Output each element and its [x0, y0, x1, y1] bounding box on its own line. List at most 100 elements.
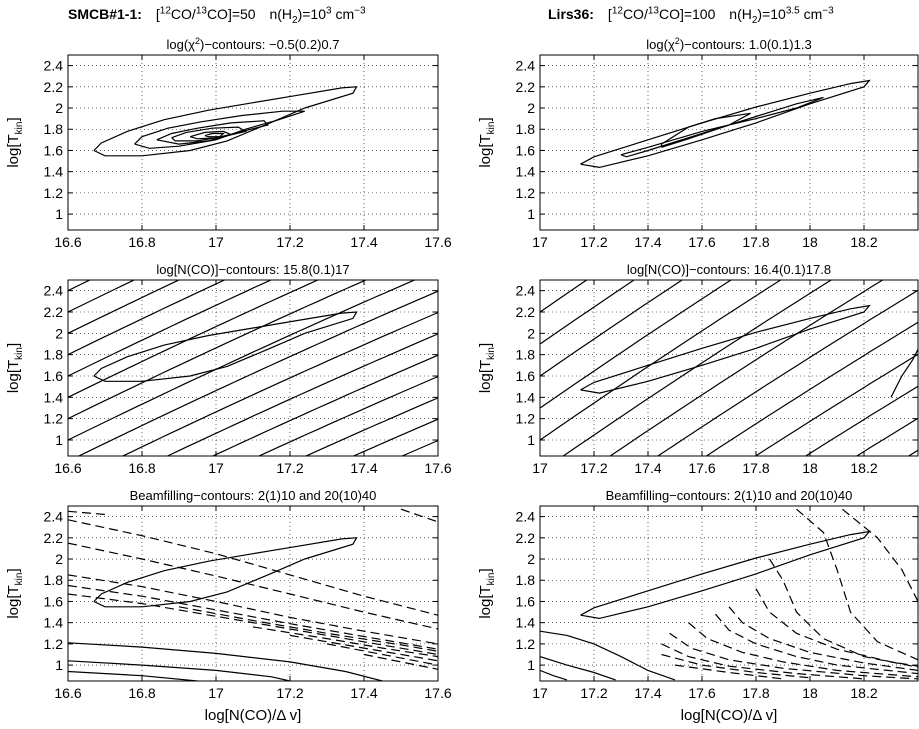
dashed-contour [768, 558, 918, 668]
y-tick-label: 2.4 [44, 509, 64, 525]
x-tick-label: 17 [208, 234, 224, 250]
solid-contour [580, 304, 871, 394]
isotope-ratio: [12CO/13CO]=100 [607, 5, 716, 22]
y-tick-label: 1.6 [44, 593, 64, 609]
y-tick-label: 2 [55, 325, 63, 341]
ncontour-line [257, 375, 438, 456]
y-tick-label: 2.2 [516, 79, 536, 95]
x-tick-label: 17.2 [276, 685, 303, 701]
contour-lines [580, 79, 871, 169]
x-axis-label: log[N(CO)/Δ v] [681, 707, 778, 724]
dashed-contour [728, 606, 918, 671]
y-tick-label: 1.8 [44, 347, 64, 363]
x-tick-label: 17.8 [742, 460, 769, 476]
x-tick-label: 17.2 [276, 460, 303, 476]
ncontour-line [656, 289, 918, 456]
x-tick-label: 17.4 [634, 234, 661, 250]
x-tick-label: 17 [532, 460, 548, 476]
solid-contour [68, 642, 383, 681]
y-tick-label: 1.6 [516, 368, 536, 384]
x-tick-label: 16.6 [54, 685, 81, 701]
solid-contour [620, 96, 824, 158]
y-axis-label: log[Tkin] [5, 117, 25, 167]
ncontour-line [68, 280, 416, 441]
x-tick-label: 17.6 [688, 685, 715, 701]
y-axis-label: log[Tkin] [477, 343, 497, 393]
dashed-contour [289, 634, 438, 662]
dashed-contour [68, 542, 438, 630]
source-name: SMCB#1-1: [68, 5, 142, 22]
solid-contour [204, 132, 226, 138]
x-tick-label: 17.6 [688, 460, 715, 476]
ncontour-line [705, 321, 918, 456]
y-tick-label: 1.6 [516, 142, 536, 158]
y-tick-label: 1.4 [516, 389, 536, 405]
ncontour-line [754, 353, 918, 456]
x-tick-label: 18 [802, 460, 818, 476]
panel-R3: 17 17.2 17.4 17.6 17.8 18 18.2 1 1.2 1.4 1.6 1.8 2 2.… [477, 488, 919, 724]
dashed-contour [363, 653, 438, 670]
x-tick-label: 17.4 [350, 234, 377, 250]
x-tick-label: 17.2 [580, 234, 607, 250]
dashed-contour [68, 584, 438, 650]
panel-title: log[N(CO)]−contours: 16.4(0.1)17.8 [627, 262, 831, 277]
ncontour-line [68, 280, 181, 334]
y-tick-label: 1.4 [44, 615, 64, 631]
solid-contour [171, 126, 248, 142]
y-tick-label: 2 [55, 551, 63, 567]
x-tick-label: 16.6 [54, 234, 81, 250]
contour-lines [68, 508, 438, 681]
solid-contour [68, 660, 291, 681]
y-tick-label: 1.6 [44, 368, 64, 384]
solid-contour [93, 86, 358, 157]
x-tick-label: 17.4 [350, 685, 377, 701]
y-tick-label: 1.8 [44, 572, 64, 588]
panel-L1: 16.6 16.8 17 17.2 17.4 17.6 1 1.2 1.4 1.6 1.8 2 2.2 2… [5, 36, 452, 250]
x-tick-label: 17.8 [742, 234, 769, 250]
y-tick-label: 1.8 [516, 572, 536, 588]
contour-lines [540, 508, 918, 681]
y-tick-label: 1.6 [516, 593, 536, 609]
x-tick-label: 17 [532, 685, 548, 701]
ncontour-line [609, 280, 884, 456]
y-tick-label: 2.2 [516, 530, 536, 546]
y-axis-label: log[Tkin] [5, 568, 25, 618]
y-tick-label: 2 [527, 325, 535, 341]
y-tick-label: 2 [527, 551, 535, 567]
plot-area [68, 55, 438, 230]
isotope-ratio: [12CO/13CO]=50 [155, 5, 256, 22]
dashed-contour [400, 508, 438, 523]
y-tick-label: 2.4 [516, 509, 536, 525]
dashed-contour [688, 622, 918, 678]
y-axis-label: log[Tkin] [477, 568, 497, 618]
x-tick-label: 17.4 [634, 460, 661, 476]
y-tick-label: 1.8 [44, 121, 64, 137]
header-right: Lirs36: [12CO/13CO]=100 n(H2)=103.5 cm−3 [548, 5, 834, 25]
x-tick-label: 17 [208, 685, 224, 701]
y-tick-label: 2 [55, 100, 63, 116]
solid-contour [68, 670, 198, 681]
ncontour-line [77, 290, 438, 456]
y-tick-label: 1.8 [516, 347, 536, 363]
y-tick-label: 1.6 [44, 142, 64, 158]
panel-R2: 17 17.2 17.4 17.6 17.8 18 18.2 1 1.2 1.4 1.6 1.8 2 2.… [477, 262, 919, 476]
x-tick-label: 18.2 [850, 685, 877, 701]
panel-title: log(χ2)−contours: −0.5(0.2)0.7 [166, 36, 339, 52]
y-tick-label: 2.2 [44, 304, 64, 320]
solid-contour [156, 120, 269, 145]
x-tick-label: 17.8 [742, 685, 769, 701]
ncontour-line [540, 280, 635, 345]
dashed-contour [661, 653, 811, 679]
y-tick-label: 1 [55, 657, 63, 673]
ncontour-line [121, 311, 438, 456]
ncontour-line [304, 397, 438, 456]
y-tick-label: 1 [55, 206, 63, 222]
axes-frame [539, 279, 919, 457]
x-tick-label: 17.2 [580, 460, 607, 476]
solid-contour [93, 537, 358, 608]
y-tick-label: 1 [55, 432, 63, 448]
dashed-contour [178, 606, 438, 652]
x-tick-label: 17 [208, 460, 224, 476]
panel-L2: 16.6 16.8 17 17.2 17.4 17.6 1 1.2 1.4 1.6 1.8 2 2.2 2… [5, 262, 452, 476]
